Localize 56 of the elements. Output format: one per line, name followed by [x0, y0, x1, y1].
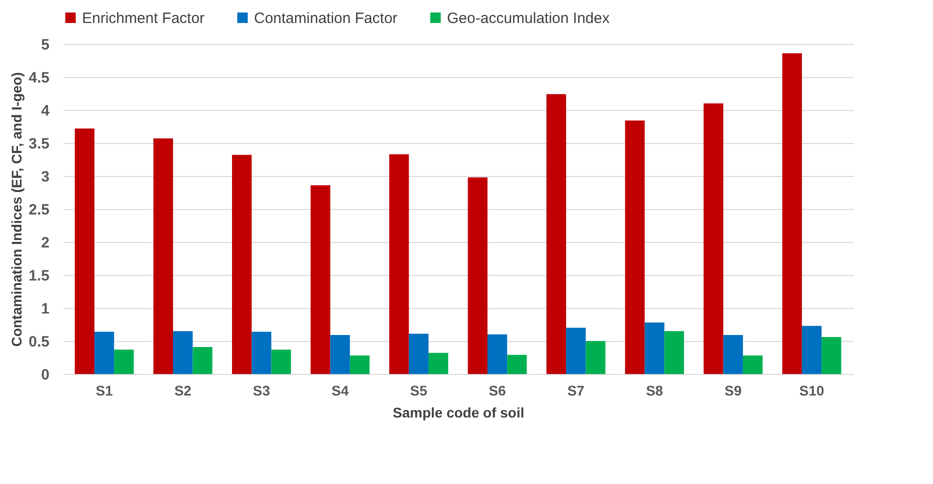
bar: [546, 94, 566, 374]
bar: [802, 326, 822, 374]
bar: [704, 103, 724, 374]
bar: [94, 332, 114, 374]
bar: [271, 350, 291, 374]
bar: [664, 331, 684, 374]
bar: [822, 337, 842, 374]
y-tick-label: 2: [41, 234, 50, 252]
bar: [192, 346, 212, 374]
x-tick-label: S2: [174, 382, 192, 398]
x-tick-label: S3: [252, 382, 270, 398]
bar: [468, 177, 488, 374]
bar: [644, 322, 664, 374]
y-tick-label: 1.5: [28, 268, 50, 284]
y-tick-label: 3: [41, 168, 50, 186]
y-tick-label: 3.5: [28, 136, 50, 152]
bar: [232, 154, 252, 374]
bar: [408, 334, 429, 374]
bar: [566, 328, 586, 374]
bar: [74, 128, 94, 374]
y-tick-label: 2.5: [28, 202, 50, 218]
legend-label: Geo-accumulation Index: [447, 10, 610, 27]
bar: [723, 335, 743, 374]
x-tick-label: S9: [724, 382, 742, 398]
bar: [625, 120, 645, 374]
y-tick-label: 5: [41, 36, 50, 54]
x-tick-label: S8: [646, 382, 664, 398]
bar: [782, 53, 802, 374]
bar: [350, 356, 370, 374]
y-tick-label: 4.5: [28, 70, 50, 86]
bar: [173, 331, 193, 374]
bar: [742, 356, 763, 374]
bar: [330, 335, 350, 374]
y-tick-label: 4: [41, 102, 50, 120]
x-tick-label: S1: [96, 382, 114, 398]
bar: [252, 332, 272, 374]
bar: [507, 354, 527, 374]
legend-label: Contamination Factor: [254, 10, 398, 27]
y-tick-label: 0: [41, 366, 50, 384]
x-tick-label: S6: [488, 382, 506, 398]
x-axis-title: Sample code of soil: [392, 404, 524, 420]
bar: [153, 138, 174, 374]
x-tick-label: S7: [567, 382, 585, 398]
bar: [389, 154, 409, 374]
bar: [428, 352, 448, 374]
y-axis-title: Contamination Indices (EF, CF, and I-geo): [8, 72, 25, 347]
y-tick-label: 1: [41, 300, 50, 318]
y-tick-label: 0.5: [28, 334, 50, 350]
bar: [310, 185, 330, 374]
bar: [586, 341, 606, 374]
x-tick-label: S4: [332, 382, 349, 398]
bar: [487, 334, 508, 374]
legend-label: Enrichment Factor: [82, 10, 205, 27]
x-tick-label: S5: [410, 382, 428, 398]
x-tick-label: S10: [799, 382, 824, 398]
bar: [114, 350, 134, 374]
